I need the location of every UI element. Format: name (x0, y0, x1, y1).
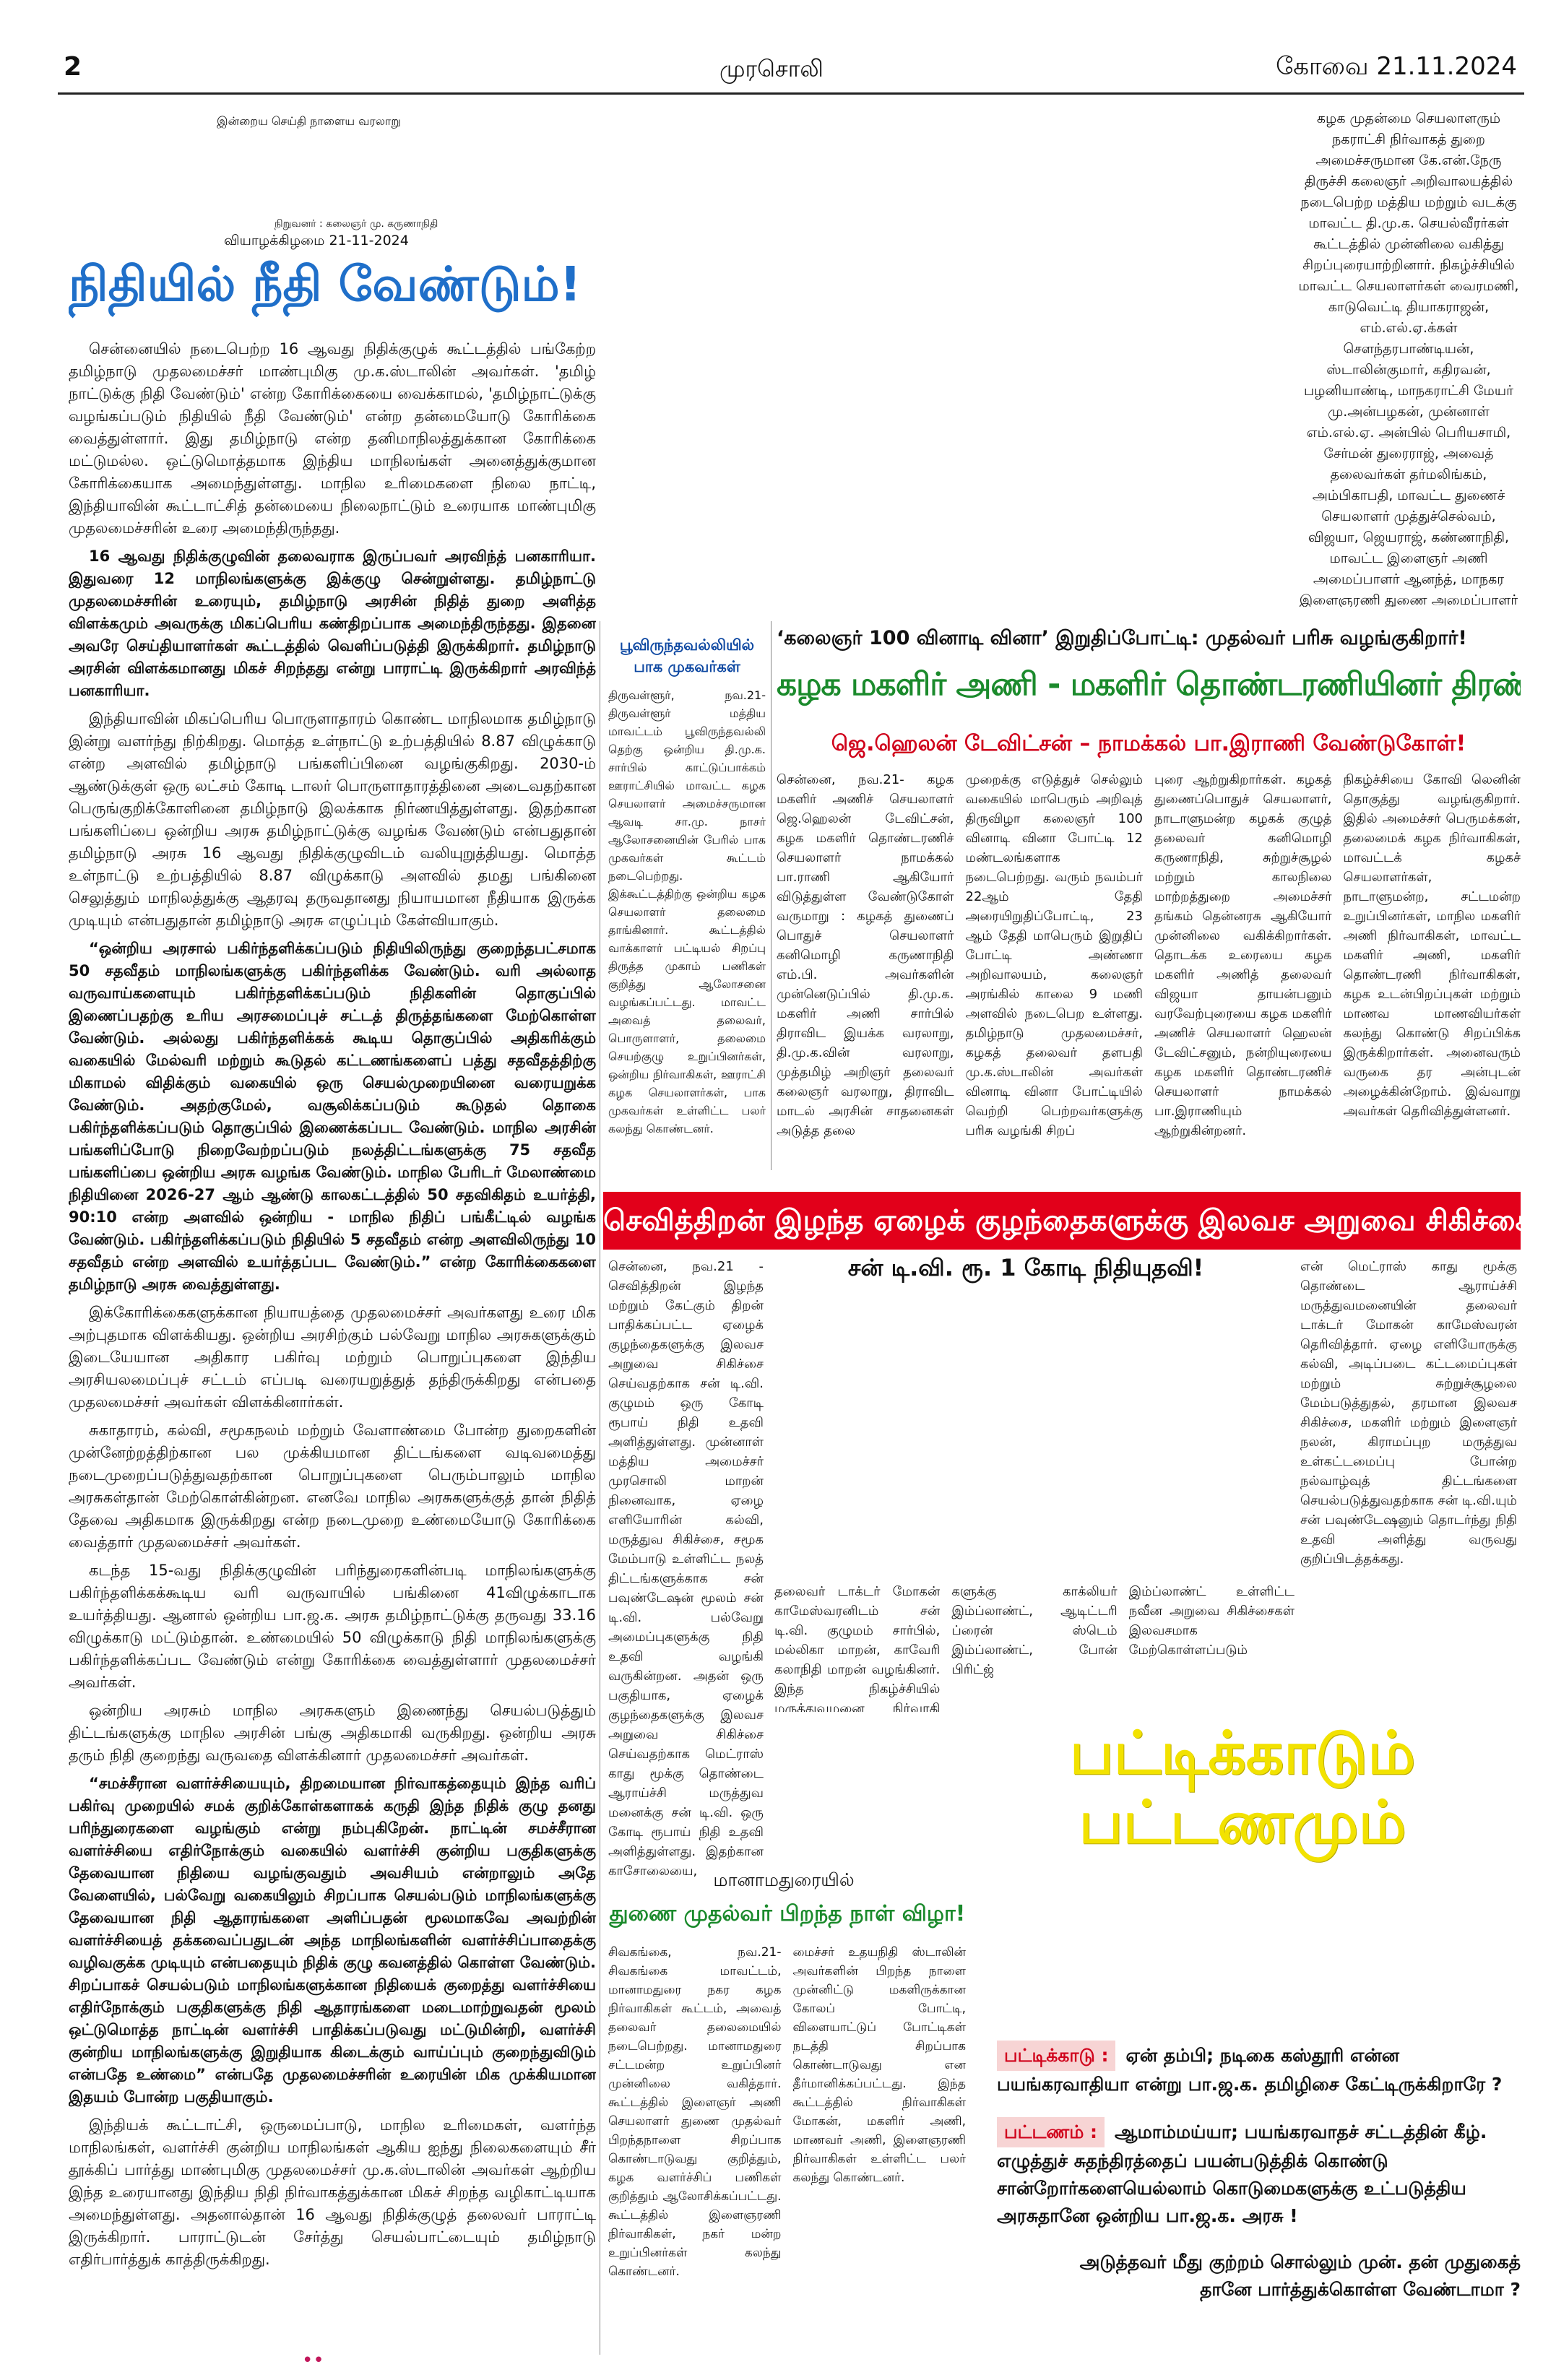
paragraph: 16 ஆவது நிதிக்குழுவின் தலைவராக இருப்பவர்… (69, 548, 596, 699)
closing-line: அடுத்தவர் மீது குற்றம் சொல்லும் முன். தன… (1079, 2251, 1521, 2300)
header-rule (58, 92, 1524, 95)
text-column: தலைவர் டாக்டர் மோகன் காமேஸ்வரனிடம் சன் ட… (774, 1584, 941, 1712)
paragraph: ஒன்றிய அரசும் மாநில அரசுகளும் இணைந்து செ… (69, 1702, 596, 1764)
founder: நிறுவனர் : கலைஞர் மு. கருணாநிதி (275, 218, 438, 230)
title-line: பட்டிக்காடும் (1069, 1719, 1416, 1788)
paragraph: கடந்த 15-வது நிதிக்குழுவின் பரிந்துரைகளி… (69, 1562, 596, 1691)
title-line: பூவிருந்தவல்லியில் (619, 636, 755, 654)
column-title: பட்டிக்காடும் பட்டணமும் (961, 1719, 1524, 1871)
banner-headline: செவித்திறன் இழந்த ஏழைக் குழந்தைகளுக்கு இ… (603, 1192, 1521, 1250)
issue-day: வியாழக்கிழமை 21-11-2024 (224, 233, 409, 248)
story-subhead: சன் டி.வி. ரூ. 1 கோடி நிதியுதவி! (847, 1254, 1204, 1281)
text-column: மைச்சர் உதயநிதி ஸ்டாலின் அவர்களின் பிறந்… (792, 1945, 967, 2185)
editorial-title: நிதியில் நீதி வேண்டும்! (69, 256, 582, 312)
dialogue: பட்டிக்காடு : ஏன் தம்பி; நடிகை கஸ்தூரி என… (997, 2041, 1521, 2344)
paper-name: முரசொலி (719, 55, 824, 82)
text-column: சென்னை, நவ.21- கழக மகளிர் அணிச் செயலாளர்… (777, 772, 954, 1138)
speaker: பட்டிக்காடு : (997, 2041, 1116, 2071)
text-column: முறைக்கு எடுத்துச் செல்லும் வகையில் மாபெ… (965, 772, 1144, 1138)
story-title: பூவிருந்தவல்லியில் பாக முகவர்கள் கூட்டம்! (605, 634, 769, 679)
text-column: களுக்கு காக்லியர் இம்ப்லாண்ட், ஆடிட்டரி … (951, 1584, 1118, 1677)
dateline: கோவை 21.11.2024 (1276, 52, 1517, 81)
paragraph: சென்னையில் நடைபெற்ற 16 ஆவது நிதிக்குழுக்… (69, 340, 596, 537)
story-kicker: ‘கலைஞர் 100 வினாடி வினா’ இறுதிப்போட்டி: … (777, 627, 1467, 649)
story-headline: துணை முதல்வர் பிறந்த நாள் விழா! (609, 1901, 966, 1926)
editorial-body: சென்னையில் நடைபெற்ற 16 ஆவது நிதிக்குழுக்… (69, 338, 596, 2353)
paragraph: சுகாதாரம், கல்வி, சமூகநலம் மற்றும் வேளாண… (69, 1421, 596, 1551)
story-body: என் மெட்ராஸ் காது மூக்கு தொண்டை ஆராய்ச்ச… (1300, 1259, 1517, 1567)
speaker: பட்டணம் : (997, 2117, 1105, 2147)
story-kicker: மானாமதுரையில் (713, 1869, 855, 1890)
dialogue-line: பட்டிக்காடு : ஏன் தம்பி; நடிகை கஸ்தூரி என… (997, 2041, 1521, 2098)
story-columns: தலைவர் டாக்டர் மோகன் காமேஸ்வரனிடம் சன் ட… (774, 1582, 1295, 1712)
title-line: பட்டணமும் (1079, 1788, 1406, 1857)
paragraph: “சமச்சீரான வளர்ச்சியையும், திறமையான நிர்… (69, 1775, 596, 2106)
column-rule (771, 621, 772, 1170)
text-column: இம்ப்லாண்ட் உள்ளிட்ட நவீன அறுவை சிகிச்சை… (1128, 1584, 1295, 1658)
story-headline: கழக மகளிர் அணி - மகளிர் தொண்டரணியினர் தி… (777, 666, 1521, 703)
paragraph: இந்தியாவின் மிகப்பெரிய பொருளாதாரம் கொண்ட… (69, 710, 596, 929)
story-subhead: ஜெ.ஹெலன் டேவிட்சன் – நாமக்கல் பா.இராணி வ… (831, 731, 1466, 756)
text-column: சிவகங்கை, நவ.21- சிவகங்கை மாவட்டம், மானா… (608, 1945, 782, 2279)
text-column: புரை ஆற்றுகிறார்கள். கழகத் துணைப்பொதுச் … (1154, 772, 1332, 1138)
story-body: திருவள்ளூர், நவ.21- திருவள்ளூர் மத்திய ம… (608, 688, 766, 1135)
story-body: சென்னை, நவ.21 - செவித்திறன் இழந்த மற்றும… (608, 1259, 764, 1878)
motto: இன்றைய செய்தி நாளைய வரலாறு (217, 114, 401, 128)
paragraph: இக்கோரிக்கைகளுக்கான நியாயத்தை முதலமைச்சர… (69, 1304, 596, 1411)
story-columns: சென்னை, நவ.21- கழக மகளிர் அணிச் செயலாளர்… (777, 770, 1521, 1171)
end-dots: •• (302, 2353, 324, 2368)
speech: ஆமாம்மய்யா; பயங்கரவாதச் சட்டத்தின் கீழ்.… (997, 2121, 1487, 2226)
paragraph: இந்தியக் கூட்டாட்சி, ஒருமைப்பாடு, மாநில … (69, 2116, 596, 2268)
text-column: நிகழ்ச்சியை கோவி லெனின் தொகுத்து வழங்குக… (1343, 772, 1521, 1119)
speech: ஏன் தம்பி; நடிகை கஸ்தூரி என்ன பயங்கரவாதி… (997, 2045, 1503, 2095)
paragraph: “ஒன்றிய அரசால் பகிர்ந்தளிக்கப்படும் நிதி… (69, 940, 596, 1293)
page-number: 2 (64, 52, 82, 82)
dialogue-line: பட்டணம் : ஆமாம்மய்யா; பயங்கரவாதச் சட்டத்த… (997, 2117, 1521, 2230)
title-line: பாக முகவர்கள் கூட்டம்! (634, 658, 740, 675)
story-columns: சிவகங்கை, நவ.21- சிவகங்கை மாவட்டம், மானா… (608, 1943, 966, 2351)
photo-caption: கழக முதன்மை செயலாளரும் நகராட்சி நிர்வாகத… (1298, 111, 1519, 607)
